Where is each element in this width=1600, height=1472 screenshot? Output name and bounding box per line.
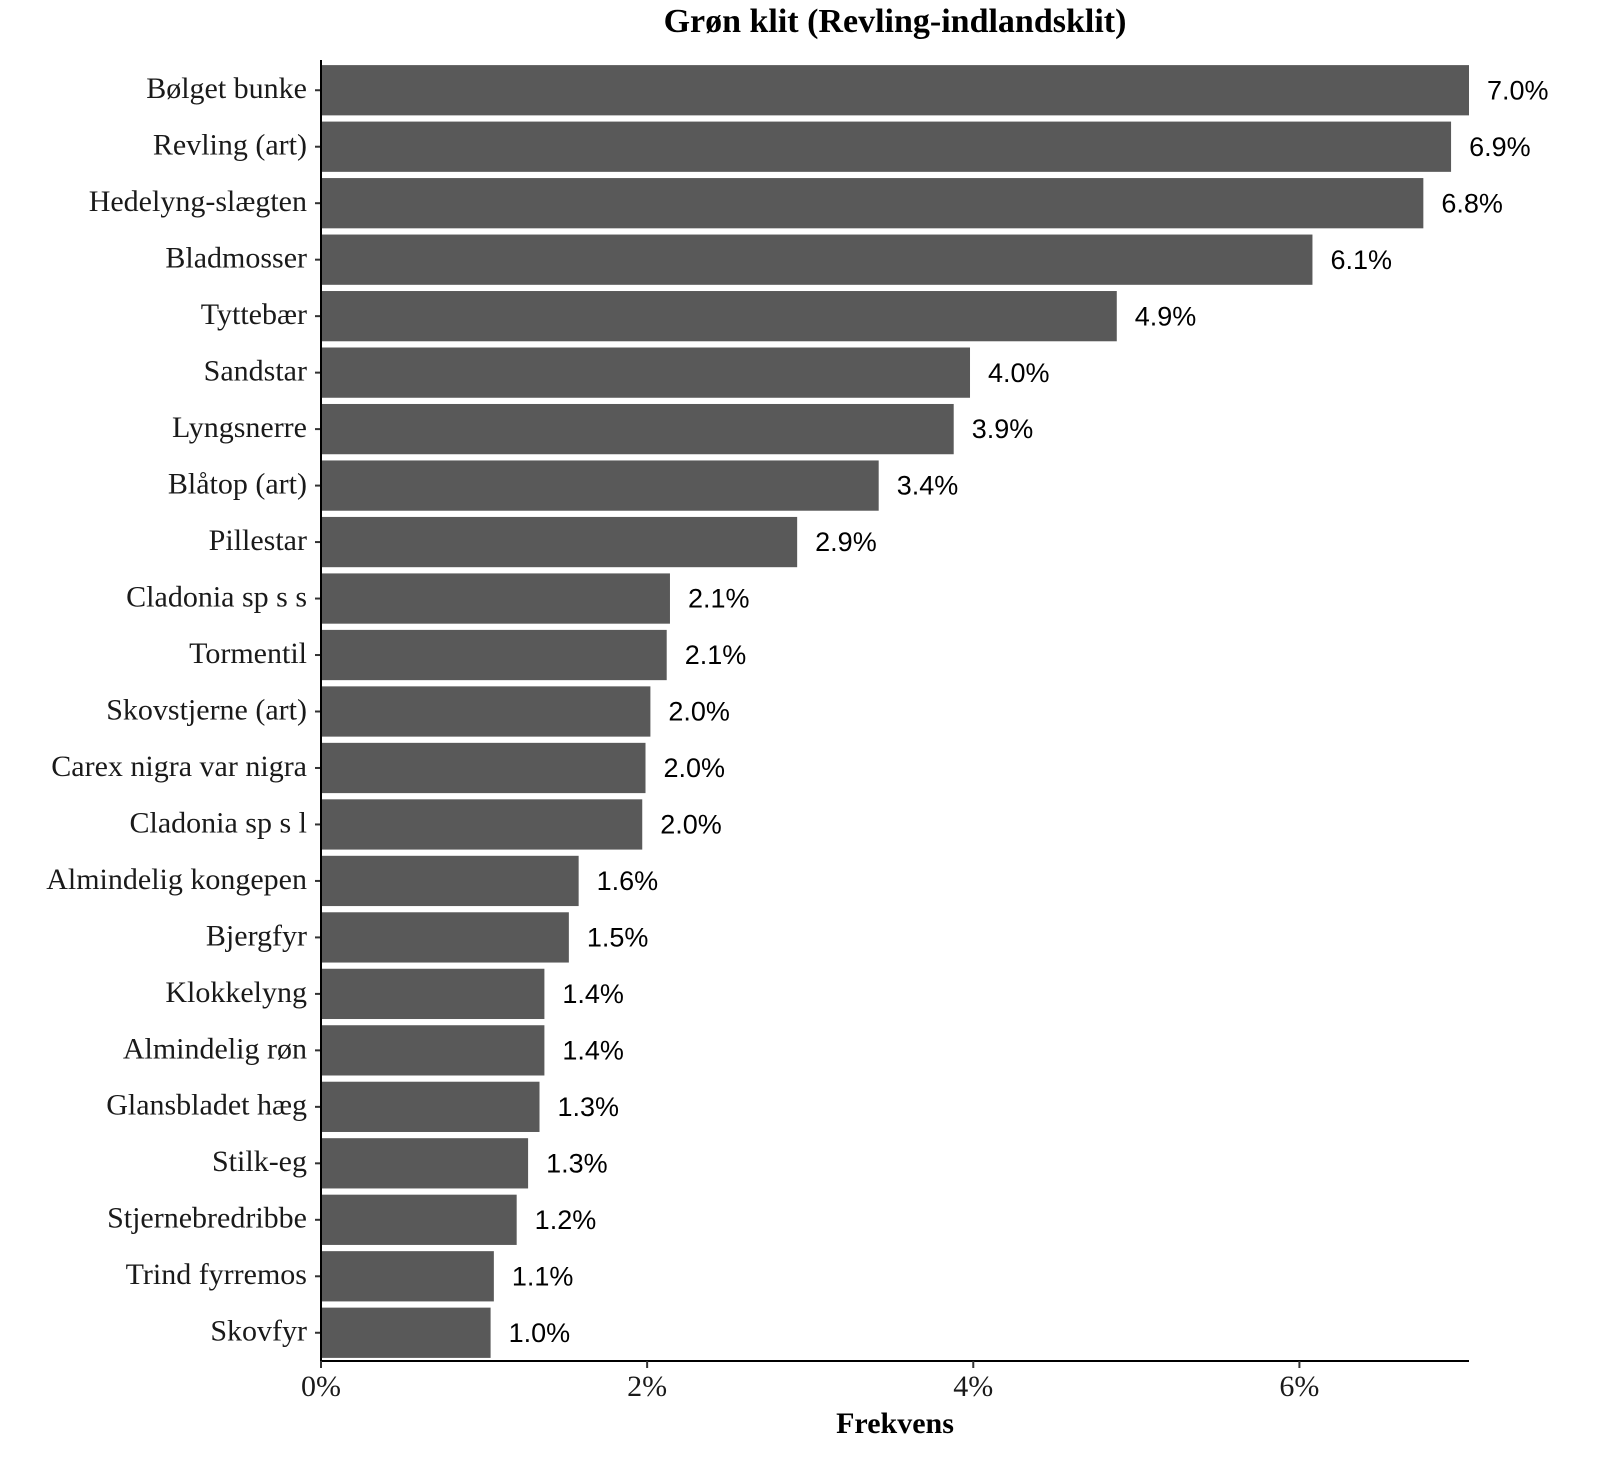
value-label: 2.9% bbox=[815, 527, 877, 557]
value-label: 2.1% bbox=[685, 640, 747, 670]
y-tick-label: Tyttebær bbox=[201, 298, 307, 331]
value-label: 1.4% bbox=[562, 979, 624, 1009]
bar bbox=[321, 291, 1117, 342]
bar bbox=[321, 1138, 529, 1189]
value-label: 3.9% bbox=[972, 414, 1034, 444]
bar bbox=[321, 121, 1452, 172]
bar bbox=[321, 968, 545, 1020]
value-label: 6.9% bbox=[1469, 132, 1531, 162]
x-tick-label: 0% bbox=[301, 1370, 341, 1403]
y-tick-label: Skovfyr bbox=[210, 1315, 307, 1348]
value-label: 1.1% bbox=[512, 1261, 574, 1291]
y-tick-label: Stjernebredribbe bbox=[107, 1202, 307, 1235]
bar bbox=[321, 799, 643, 850]
y-tick-label: Revling (art) bbox=[153, 129, 307, 162]
y-tick-label: Lyngsnerre bbox=[172, 411, 307, 444]
value-label: 6.8% bbox=[1441, 188, 1503, 218]
bar bbox=[321, 1251, 494, 1302]
x-tick-label: 2% bbox=[627, 1370, 667, 1403]
y-tick-label: Cladonia sp s l bbox=[130, 806, 308, 839]
y-tick-label: Carex nigra var nigra bbox=[51, 750, 307, 783]
value-label: 4.0% bbox=[988, 358, 1050, 388]
bar bbox=[321, 1025, 545, 1076]
y-tick-label: Bjergfyr bbox=[206, 919, 307, 952]
y-tick-label: Skovstjerne (art) bbox=[106, 693, 307, 726]
value-label: 2.0% bbox=[664, 753, 726, 783]
y-tick-label: Hedelyng-slægten bbox=[89, 185, 307, 218]
y-tick-label: Glansbladet hæg bbox=[106, 1089, 307, 1122]
value-label: 1.3% bbox=[558, 1092, 620, 1122]
y-tick-label: Sandstar bbox=[204, 355, 307, 388]
value-label: 1.5% bbox=[587, 923, 649, 953]
x-axis-label: Frekvens bbox=[836, 1407, 954, 1440]
bar bbox=[321, 65, 1469, 116]
bar bbox=[321, 573, 670, 624]
bar bbox=[321, 629, 667, 681]
bar bbox=[321, 234, 1313, 285]
x-tick-label: 4% bbox=[953, 1370, 993, 1403]
value-label: 2.0% bbox=[668, 697, 730, 727]
bar bbox=[321, 1081, 540, 1132]
y-tick-label: Trind fyrremos bbox=[126, 1258, 307, 1291]
bar bbox=[321, 460, 879, 511]
bar bbox=[321, 855, 579, 907]
y-tick-label: Blåtop (art) bbox=[168, 467, 307, 500]
y-tick-label: Klokkelyng bbox=[165, 976, 307, 1009]
value-label: 1.2% bbox=[535, 1205, 597, 1235]
y-tick-label: Bladmosser bbox=[165, 242, 307, 275]
bar bbox=[321, 912, 569, 963]
x-tick-label: 6% bbox=[1279, 1370, 1319, 1403]
bar bbox=[321, 403, 954, 455]
value-label: 1.3% bbox=[546, 1148, 608, 1178]
bar bbox=[321, 742, 646, 794]
bar bbox=[321, 1194, 517, 1245]
value-label: 1.6% bbox=[597, 866, 659, 896]
value-label: 1.0% bbox=[509, 1318, 571, 1348]
value-label: 4.9% bbox=[1135, 301, 1197, 331]
bar bbox=[321, 516, 798, 568]
y-tick-label: Stilk-eg bbox=[212, 1145, 307, 1178]
y-tick-label: Almindelig kongepen bbox=[46, 863, 307, 896]
value-label: 7.0% bbox=[1487, 75, 1549, 105]
chart-title: Grøn klit (Revling-indlandsklit) bbox=[664, 3, 1127, 40]
y-tick-label: Almindelig røn bbox=[123, 1032, 307, 1065]
y-tick-label: Tormentil bbox=[189, 637, 307, 670]
bar bbox=[321, 1307, 491, 1358]
value-label: 6.1% bbox=[1330, 245, 1392, 275]
y-tick-label: Pillestar bbox=[209, 524, 307, 557]
value-label: 1.4% bbox=[562, 1035, 624, 1065]
bar bbox=[321, 686, 651, 737]
bar bbox=[321, 178, 1424, 229]
y-tick-label: Bølget bunke bbox=[146, 72, 307, 105]
value-label: 2.0% bbox=[660, 810, 722, 840]
bar bbox=[321, 347, 971, 398]
y-tick-label: Cladonia sp s s bbox=[126, 580, 307, 613]
value-label: 3.4% bbox=[897, 471, 959, 501]
value-label: 2.1% bbox=[688, 584, 750, 614]
